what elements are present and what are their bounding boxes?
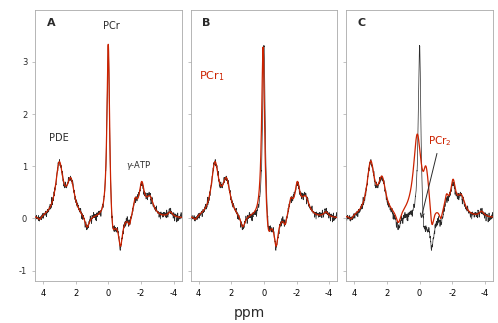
Text: A: A bbox=[47, 18, 55, 28]
Text: PCr$_1$: PCr$_1$ bbox=[199, 69, 225, 83]
Text: $\gamma$-ATP: $\gamma$-ATP bbox=[125, 160, 151, 172]
Text: C: C bbox=[358, 18, 366, 28]
Text: PDE: PDE bbox=[49, 133, 68, 143]
Text: PCr: PCr bbox=[103, 21, 120, 31]
Text: B: B bbox=[202, 18, 211, 28]
Text: PCr$_2$: PCr$_2$ bbox=[420, 134, 452, 217]
Text: ppm: ppm bbox=[234, 306, 264, 320]
